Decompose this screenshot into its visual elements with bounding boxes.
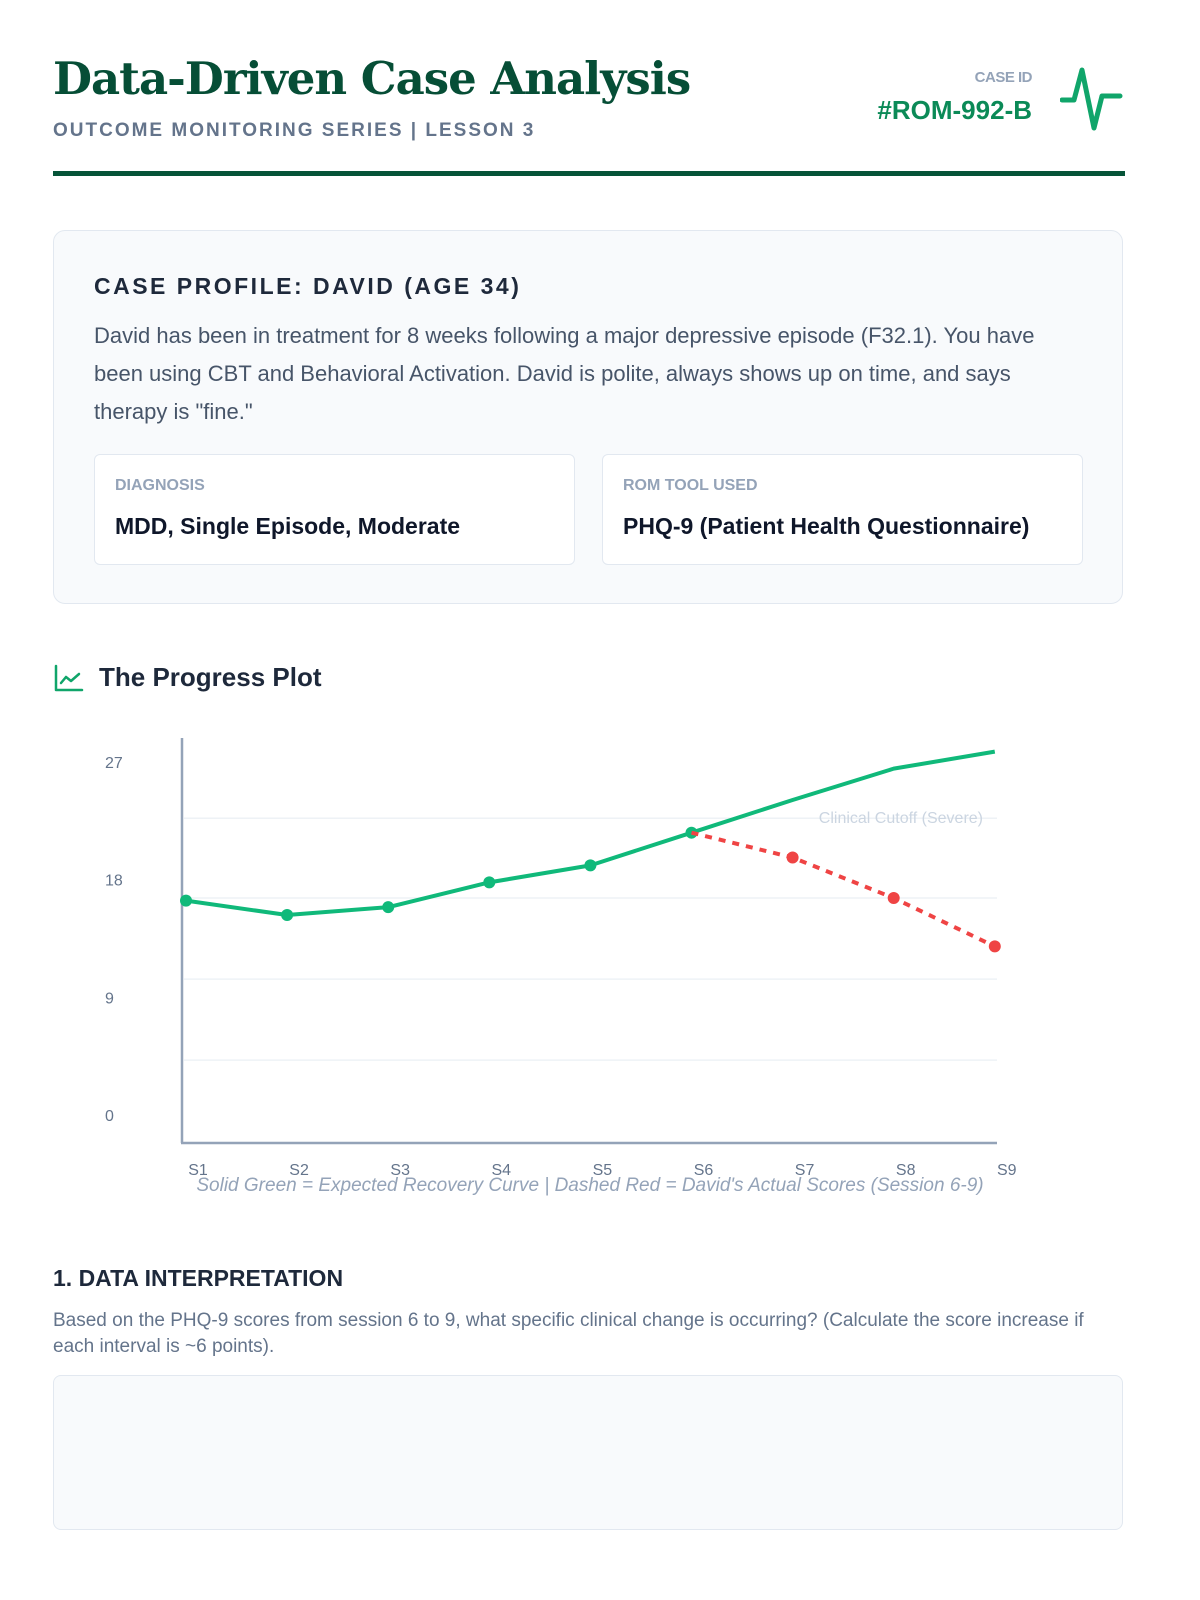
progress-chart: Clinical Cutoff (Severe) 27 18 9 0 S1 S2 S3 S4… [105, 738, 1017, 1196]
x-tick-label: S5 [593, 1162, 613, 1179]
y-tick-label: 0 [105, 1108, 114, 1125]
expected-point [685, 826, 698, 839]
actual-point [887, 892, 900, 905]
expected-point [281, 909, 294, 922]
diagnosis-card: DIAGNOSIS MDD, Single Episode, Moderate [94, 454, 575, 565]
diagnosis-label: DIAGNOSIS [115, 477, 205, 494]
case-id: #ROM-992-B [877, 95, 1032, 125]
x-tick-label: S4 [492, 1162, 512, 1179]
x-tick-label: S9 [997, 1162, 1017, 1179]
y-tick-label: 27 [105, 755, 123, 772]
actual-point [988, 940, 1001, 953]
question-text: Based on the PHQ-9 scores from session 6… [53, 1310, 1084, 1357]
case-id-label: CASE ID [974, 69, 1033, 86]
case-profile-description: David has been in treatment for 8 weeks … [94, 323, 1035, 424]
question-title: 1. DATA INTERPRETATION [53, 1265, 344, 1291]
rom-tool-label: ROM TOOL USED [623, 477, 758, 494]
y-tick-label: 9 [105, 990, 114, 1007]
line-chart-icon [54, 664, 84, 692]
expected-point [483, 876, 496, 889]
rom-tool-card: ROM TOOL USED PHQ-9 (Patient Health Ques… [602, 454, 1083, 565]
expected-curve-line [185, 749, 996, 918]
x-tick-label: S2 [289, 1162, 309, 1179]
expected-point [382, 901, 395, 914]
actual-scores-line [691, 830, 996, 949]
x-tick-label: S1 [188, 1162, 208, 1179]
rom-tool-value: PHQ-9 (Patient Health Questionnaire) [623, 513, 1030, 539]
chart-caption: Solid Green = Expected Recovery Curve | … [196, 1175, 983, 1196]
case-profile-heading: CASE PROFILE: DAVID (AGE 34) [94, 273, 522, 299]
cutoff-label: Clinical Cutoff (Severe) [819, 810, 983, 827]
x-tick-label: S6 [694, 1162, 714, 1179]
actual-point [786, 851, 799, 864]
case-profile-card: CASE PROFILE: DAVID (AGE 34) David has b… [53, 230, 1123, 604]
plot-title: The Progress Plot [99, 662, 322, 692]
x-tick-label: S7 [795, 1162, 815, 1179]
pulse-icon [1060, 67, 1123, 131]
expected-point [584, 859, 597, 872]
header-divider [53, 171, 1125, 176]
y-tick-label: 18 [105, 873, 123, 890]
expected-point [180, 894, 192, 907]
page-title: Data-Driven Case Analysis [53, 52, 691, 105]
x-tick-label: S3 [390, 1162, 410, 1179]
x-tick-label: S8 [896, 1162, 916, 1179]
page-subtitle: OUTCOME MONITORING SERIES | LESSON 3 [53, 120, 536, 141]
diagnosis-value: MDD, Single Episode, Moderate [115, 513, 461, 539]
answer-input[interactable] [53, 1375, 1123, 1530]
